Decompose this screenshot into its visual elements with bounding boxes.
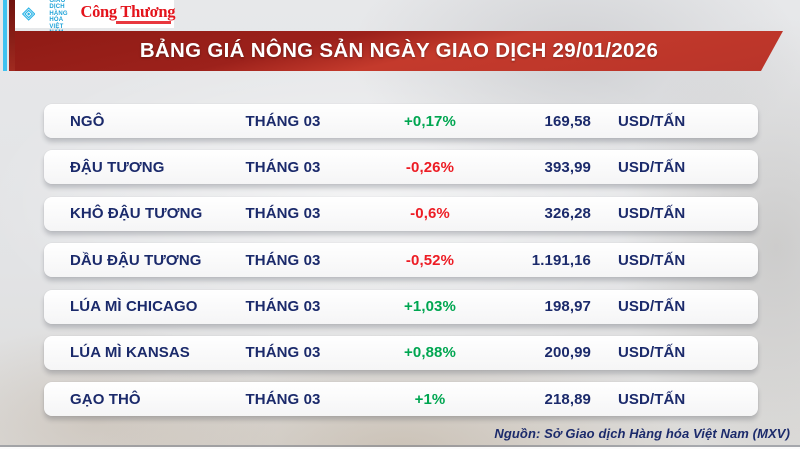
change-percent: +1,03% xyxy=(404,298,456,316)
price-value: 200,99 xyxy=(544,344,591,362)
change-percent: +0,88% xyxy=(404,344,456,362)
price-unit: USD/TẤN xyxy=(618,298,686,316)
change-percent: -0,6% xyxy=(410,205,450,223)
logo-strip: ™ SỞ GIAO DỊCH HÀNG HÓA VIỆT NAM Công Th… xyxy=(15,0,176,36)
contract-month: THÁNG 03 xyxy=(245,158,321,176)
commodity-name: NGÔ xyxy=(70,112,105,130)
price-unit: USD/TẤN xyxy=(618,112,686,130)
price-unit: USD/TẤN xyxy=(618,251,686,269)
commodity-name: GẠO THÔ xyxy=(70,390,141,408)
contract-month: THÁNG 03 xyxy=(245,251,321,269)
price-unit: USD/TẤN xyxy=(618,205,686,223)
price-value: 393,99 xyxy=(544,158,591,176)
congthuong-logo: Công Thương xyxy=(80,2,176,24)
price-table: NGÔ THÁNG 03 +0,17% 169,58 USD/TẤN ĐẬU T… xyxy=(44,104,758,417)
contract-month: THÁNG 03 xyxy=(245,112,321,130)
left-accent-maroon-bar xyxy=(9,0,15,71)
price-unit: USD/TẤN xyxy=(618,158,686,176)
price-value: 1.191,16 xyxy=(531,251,591,269)
bottom-white-strip xyxy=(0,447,800,449)
page-title: BẢNG GIÁ NÔNG SẢN NGÀY GIAO DỊCH 29/01/2… xyxy=(139,39,659,62)
table-row: DẦU ĐẬU TƯƠNG THÁNG 03 -0,52% 1.191,16 U… xyxy=(44,243,758,278)
price-value: 326,28 xyxy=(544,205,591,223)
commodity-name: DẦU ĐẬU TƯƠNG xyxy=(70,251,202,269)
mxv-diamond-icon xyxy=(22,7,36,21)
contract-month: THÁNG 03 xyxy=(245,205,321,223)
table-row: GẠO THÔ THÁNG 03 +1% 218,89 USD/TẤN xyxy=(44,382,758,417)
price-value: 218,89 xyxy=(544,390,591,408)
price-value: 198,97 xyxy=(544,298,591,316)
table-row: LÚA MÌ KANSAS THÁNG 03 +0,88% 200,99 USD… xyxy=(44,335,758,370)
congthuong-wordmark: Công Thương xyxy=(80,2,176,22)
source-note: Nguồn: Sở Giao dịch Hàng hóa Việt Nam (M… xyxy=(494,426,790,441)
title-banner: BẢNG GIÁ NÔNG SẢN NGÀY GIAO DỊCH 29/01/2… xyxy=(15,31,783,71)
table-row: NGÔ THÁNG 03 +0,17% 169,58 USD/TẤN xyxy=(44,104,758,138)
contract-month: THÁNG 03 xyxy=(245,390,321,408)
table-row: ĐẬU TƯƠNG THÁNG 03 -0,26% 393,99 USD/TẤN xyxy=(44,150,758,185)
change-percent: +0,17% xyxy=(404,112,456,130)
commodity-name: KHÔ ĐẬU TƯƠNG xyxy=(70,205,203,223)
commodity-name: LÚA MÌ KANSAS xyxy=(70,344,190,362)
congthuong-tagline-bar xyxy=(116,21,172,24)
contract-month: THÁNG 03 xyxy=(245,298,321,316)
price-value: 169,58 xyxy=(544,112,591,130)
table-row: LÚA MÌ CHICAGO THÁNG 03 +1,03% 198,97 US… xyxy=(44,289,758,324)
mxv-name-line2: HÀNG HÓA xyxy=(49,10,68,24)
contract-month: THÁNG 03 xyxy=(245,344,321,362)
price-unit: USD/TẤN xyxy=(618,344,686,362)
commodity-name: ĐẬU TƯƠNG xyxy=(70,158,165,176)
bottom-photo-edge xyxy=(0,445,800,447)
change-percent: +1% xyxy=(414,390,446,408)
change-percent: -0,26% xyxy=(405,158,455,176)
left-accent-cyan-bar xyxy=(3,0,7,71)
mxv-name-line1: SỞ GIAO DỊCH xyxy=(49,0,66,11)
change-percent: -0,52% xyxy=(405,251,455,269)
table-row: KHÔ ĐẬU TƯƠNG THÁNG 03 -0,6% 326,28 USD/… xyxy=(44,196,758,231)
commodity-name: LÚA MÌ CHICAGO xyxy=(70,298,198,316)
price-unit: USD/TẤN xyxy=(618,390,686,408)
